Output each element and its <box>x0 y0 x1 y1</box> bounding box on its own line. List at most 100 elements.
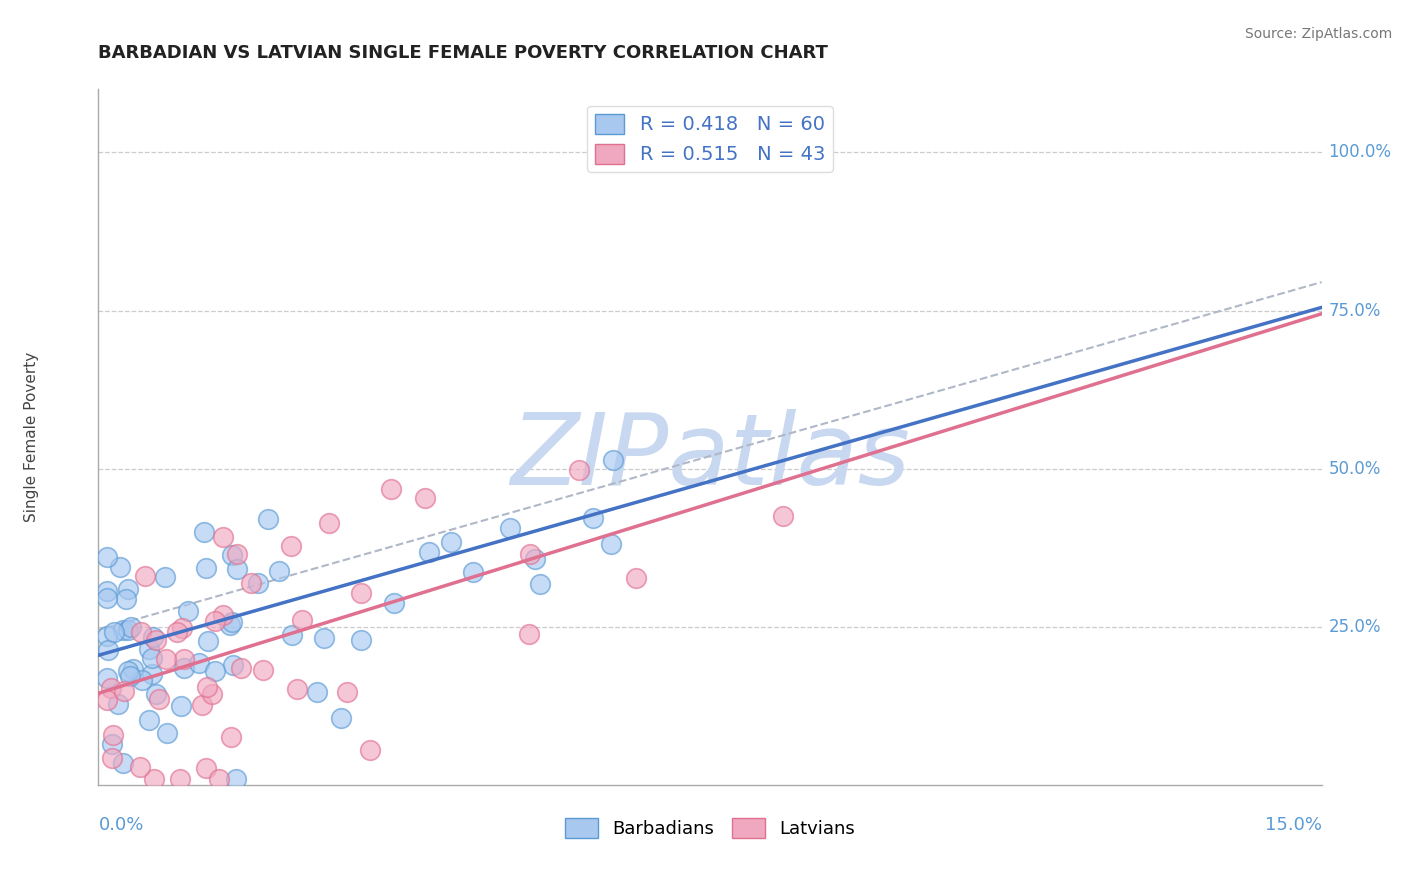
Point <box>166 625 188 640</box>
Point <box>380 482 402 496</box>
Point <box>200 687 222 701</box>
Point <box>96 550 118 565</box>
Point <box>318 516 340 530</box>
Point <box>187 656 209 670</box>
Point <box>195 680 218 694</box>
Point <box>96 671 118 685</box>
Text: 100.0%: 100.0% <box>1329 144 1392 161</box>
Point <box>314 631 336 645</box>
Point <box>517 627 540 641</box>
Point <box>101 751 124 765</box>
Point <box>350 633 373 648</box>
Point <box>122 661 145 675</box>
Point <box>128 760 150 774</box>
Point <box>145 633 167 648</box>
Point <box>195 761 218 775</box>
Text: 0.0%: 0.0% <box>98 816 143 834</box>
Point <box>145 686 167 700</box>
Point <box>197 633 219 648</box>
Point <box>96 693 118 707</box>
Point <box>226 547 249 561</box>
Point <box>170 621 193 635</box>
Point <box>204 614 226 628</box>
Point <box>117 664 139 678</box>
Point <box>226 562 249 576</box>
Point <box>229 661 252 675</box>
Point <box>155 570 177 584</box>
Point <box>177 604 200 618</box>
Point <box>418 545 440 559</box>
Point <box>101 737 124 751</box>
Point <box>499 521 522 535</box>
Point <box>155 652 177 666</box>
Point <box>112 756 135 771</box>
Point <box>211 607 233 622</box>
Text: Source: ZipAtlas.com: Source: ZipAtlas.com <box>1244 27 1392 41</box>
Point <box>141 651 163 665</box>
Point <box>582 511 605 525</box>
Point <box>330 711 353 725</box>
Point <box>117 582 139 596</box>
Point <box>115 592 138 607</box>
Point <box>195 561 218 575</box>
Point <box>269 564 291 578</box>
Point <box>221 730 243 744</box>
Point <box>280 539 302 553</box>
Text: 50.0%: 50.0% <box>1329 459 1381 478</box>
Point <box>112 623 135 637</box>
Point <box>131 673 153 687</box>
Point <box>112 684 135 698</box>
Point <box>117 623 139 637</box>
Point <box>173 661 195 675</box>
Point <box>221 548 243 562</box>
Point <box>222 657 245 672</box>
Point <box>131 625 153 640</box>
Text: Single Female Poverty: Single Female Poverty <box>24 352 38 522</box>
Point <box>413 491 436 506</box>
Point <box>359 743 381 757</box>
Point <box>120 669 142 683</box>
Point <box>519 547 541 561</box>
Point <box>307 684 329 698</box>
Text: 75.0%: 75.0% <box>1329 301 1381 319</box>
Point <box>191 698 214 712</box>
Point <box>221 615 243 629</box>
Point <box>440 535 463 549</box>
Point <box>212 530 235 544</box>
Point <box>138 642 160 657</box>
Point <box>101 728 124 742</box>
Point <box>100 681 122 695</box>
Point <box>219 618 242 632</box>
Point <box>600 537 623 551</box>
Point <box>96 584 118 599</box>
Text: 15.0%: 15.0% <box>1264 816 1322 834</box>
Point <box>285 682 308 697</box>
Point <box>97 643 120 657</box>
Point <box>772 508 794 523</box>
Point <box>626 571 648 585</box>
Point <box>239 576 262 591</box>
Point <box>350 585 373 599</box>
Point <box>120 620 142 634</box>
Point <box>461 565 484 579</box>
Text: 25.0%: 25.0% <box>1329 618 1381 636</box>
Legend: Barbadians, Latvians: Barbadians, Latvians <box>558 811 862 846</box>
Point <box>96 629 118 643</box>
Point <box>110 559 132 574</box>
Text: ZIPatlas: ZIPatlas <box>510 409 910 507</box>
Point <box>336 685 359 699</box>
Point <box>256 512 278 526</box>
Point <box>204 665 226 679</box>
Point <box>602 453 624 467</box>
Point <box>142 631 165 645</box>
Point <box>291 613 314 627</box>
Point <box>141 667 163 681</box>
Point <box>107 698 129 712</box>
Point <box>193 525 215 540</box>
Point <box>96 591 118 606</box>
Point <box>252 664 274 678</box>
Point <box>529 577 551 591</box>
Point <box>568 463 591 477</box>
Point <box>246 575 269 590</box>
Point <box>280 628 302 642</box>
